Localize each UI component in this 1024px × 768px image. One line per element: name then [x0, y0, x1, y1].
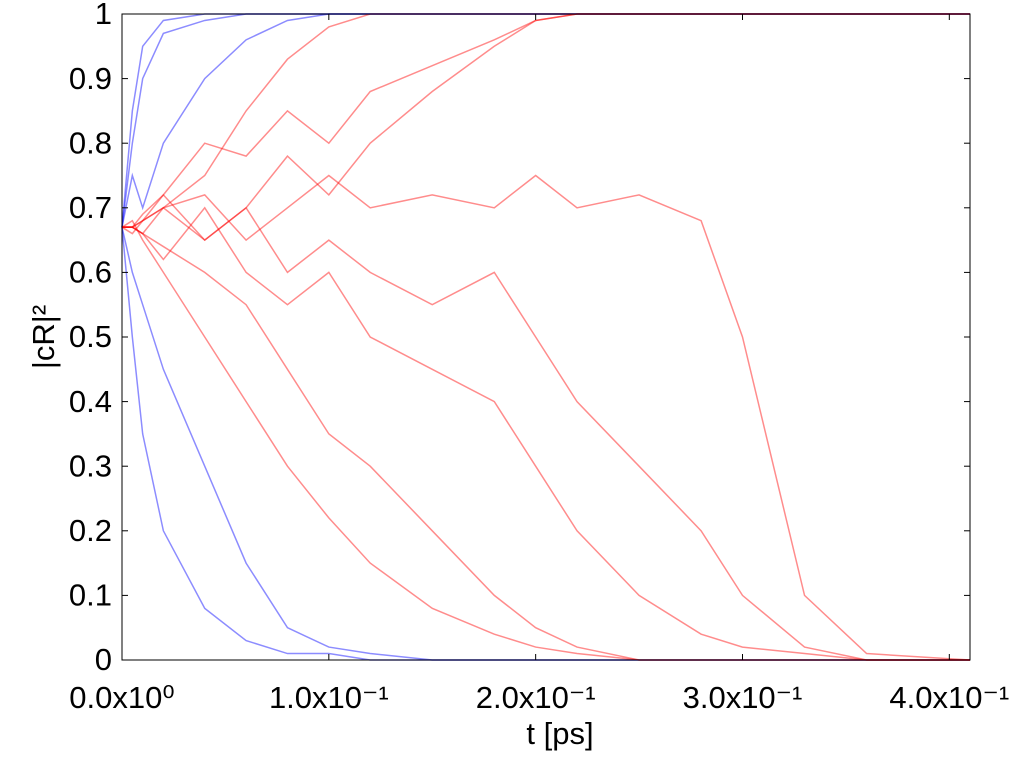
trajectory	[122, 13, 970, 228]
y-tick-label: 0.7	[69, 190, 112, 225]
trajectory	[121, 13, 970, 228]
x-tick-label: 4.0x10⁻¹	[889, 680, 1009, 715]
plot-frame	[121, 13, 971, 661]
x-tick-label: 2.0x10⁻¹	[476, 680, 596, 715]
trajectory	[121, 227, 970, 661]
y-tick-label: 0	[95, 642, 112, 677]
y-tick-label: 0.2	[69, 513, 112, 548]
trajectory	[122, 226, 970, 661]
y-axis-label: |cR|²	[26, 305, 61, 369]
trajectory	[122, 206, 970, 661]
trajectory	[121, 227, 970, 661]
x-tick-label: 1.0x10⁻¹	[269, 680, 389, 715]
x-tick-label: 3.0x10⁻¹	[683, 680, 803, 715]
trajectory	[122, 174, 971, 661]
trajectory	[121, 13, 970, 235]
y-tick-label: 0.4	[69, 384, 112, 419]
trajectory	[122, 13, 970, 242]
trajectory	[121, 13, 970, 228]
y-tick-label: 1	[95, 0, 112, 31]
x-axis-label: t [ps]	[526, 716, 593, 751]
trajectory	[121, 13, 970, 228]
x-tick-label: 0.0x10⁰	[69, 680, 175, 715]
y-tick-label: 0.8	[69, 125, 112, 160]
y-tick-label: 0.1	[69, 578, 112, 613]
y-tick-label: 0.3	[69, 448, 112, 483]
trajectory	[121, 219, 970, 661]
y-tick-label: 0.6	[69, 255, 112, 290]
y-tick-label: 0.9	[69, 61, 112, 96]
y-tick-label: 0.5	[69, 319, 112, 354]
trajectory	[122, 206, 970, 661]
